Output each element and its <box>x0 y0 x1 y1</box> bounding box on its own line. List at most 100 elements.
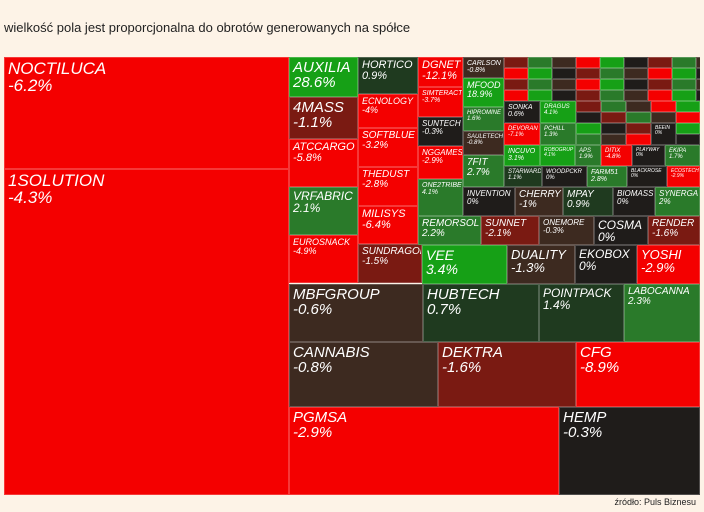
tile-change: 0% <box>636 152 644 158</box>
tile-ekipa: EKIPA 1.7% <box>665 145 700 166</box>
tile-mbfgroup: MBFGROUP -0.6% <box>289 284 423 342</box>
small-tile <box>576 68 600 79</box>
tile-label: DGNET <box>422 59 461 71</box>
tile-change: 2.1% <box>293 201 321 215</box>
source-note: źródło: Puls Biznesu <box>614 497 696 507</box>
small-tile <box>672 90 696 101</box>
small-tile <box>601 112 626 123</box>
tile-change: -7.1% <box>508 132 524 138</box>
tile-change: 1.4% <box>543 298 571 312</box>
small-tile <box>576 90 600 101</box>
tile-starward: STARWARD 1.1% <box>504 166 542 187</box>
tile-labocanna: LABOCANNA 2.3% <box>624 284 700 342</box>
tile-hipromine: HIPROMINE 1.6% <box>463 107 504 131</box>
small-tile <box>624 90 648 101</box>
small-tile <box>651 112 676 123</box>
tile-change: -1.6% <box>652 228 679 239</box>
tile-mpay: MPAY 0.9% <box>563 187 613 216</box>
tile-label: HEMP <box>563 409 607 426</box>
small-tile <box>576 101 601 112</box>
small-tile <box>672 79 696 90</box>
tile-label: DEVORAN <box>508 126 538 132</box>
treemap: NOCTILUCA -6.2% 1SOLUTION -4.3% AUXILIA 28.6%… <box>4 57 700 495</box>
tile-change: 0% <box>546 175 555 181</box>
tile-label: THEDUST <box>362 169 410 180</box>
tile-label: SYNERGA <box>659 189 699 198</box>
small-tile <box>624 79 648 90</box>
small-tile <box>576 57 600 68</box>
tile-dragus: DRAGUS 4.1% <box>540 101 576 123</box>
tile-pchill: PCHILL 1.3% <box>540 123 576 145</box>
tile-render: RENDER -1.6% <box>648 216 700 245</box>
tile-ekobox: EKOBOX 0% <box>575 245 637 284</box>
tile-change: 2% <box>659 197 671 206</box>
tile-change: 2.7% <box>467 167 490 178</box>
tile-dektra: DEKTRA -1.6% <box>438 342 576 407</box>
tile-change: 0% <box>467 197 479 206</box>
small-tile <box>626 112 651 123</box>
tile-change: -2.8% <box>362 179 389 190</box>
tile-label: BEEIN <box>655 125 671 131</box>
tile-label: MILISYS <box>362 208 406 220</box>
tile-label: HORTICO <box>362 59 413 71</box>
tile-change: -5.8% <box>293 152 322 164</box>
small-tile <box>576 123 601 134</box>
tile-change: 1.6% <box>467 116 481 122</box>
tile-label: EKOBOX <box>579 247 630 261</box>
tile-label: AUXILIA <box>293 59 351 76</box>
tile-change: 3.1% <box>508 155 524 162</box>
tile-change: 0% <box>598 230 616 244</box>
tile-label: COSMA <box>598 218 643 232</box>
tile-change: -2.9% <box>641 260 675 275</box>
tile-change: 28.6% <box>293 74 336 91</box>
small-tile <box>676 112 700 123</box>
tile-label: BIOMASS <box>617 189 654 198</box>
tile-change: 0% <box>579 259 597 273</box>
tile-label: EUROSNACK <box>293 237 351 247</box>
small-tile <box>648 90 672 101</box>
tile-label: 1SOLUTION <box>8 171 105 190</box>
tile-label: NGGAMES <box>422 148 463 157</box>
tile-label: RENDER <box>652 218 695 229</box>
small-tile <box>672 68 696 79</box>
tile-label: DEKTRA <box>442 344 503 361</box>
small-tile <box>600 68 624 79</box>
tile-change: -1.3% <box>511 260 545 275</box>
tile-change: 0% <box>655 130 663 136</box>
tile-7fit: 7FIT 2.7% <box>463 155 504 187</box>
tile-change: -0.8% <box>467 140 483 146</box>
tile-label: DUALITY <box>511 247 566 262</box>
small-tile <box>552 90 576 101</box>
tile-cfg: CFG -8.9% <box>576 342 700 407</box>
tile-simteract: SIMTERACT -3.7% <box>418 87 463 117</box>
tile-change: 2.8% <box>591 176 607 183</box>
tile-devoran: DEVORAN -7.1% <box>504 123 540 145</box>
tile-label: SIMTERACT <box>422 90 463 97</box>
tile-change: -8.9% <box>580 359 620 376</box>
tile-softblue: SOFTBLUE -3.2% <box>358 128 418 167</box>
tile-label: SONKA <box>508 104 533 111</box>
tile-change: -0.3% <box>543 226 564 235</box>
tile-pointpack: POINTPACK 1.4% <box>539 284 624 342</box>
tile-change: -1.1% <box>293 114 333 131</box>
tile-label: ECOSTECH <box>671 168 699 174</box>
tile-label: DITIX <box>605 148 621 154</box>
small-tile <box>696 68 700 79</box>
tile-label: CARLSON <box>467 60 501 67</box>
small-tile <box>600 79 624 90</box>
tile-label: ECNOLOGY <box>362 96 414 106</box>
tile-label: YOSHI <box>641 247 682 262</box>
tile-woodpckr: WOODPCKR 0% <box>542 166 587 187</box>
tile-change: 2.2% <box>422 228 445 239</box>
small-tile <box>626 123 651 134</box>
tile-sonka: SONKA 0.6% <box>504 101 540 123</box>
tile-label: VEE <box>426 247 455 263</box>
tile-pgmsa: PGMSA -2.9% <box>289 407 559 495</box>
tile-label: EKIPA <box>669 148 687 154</box>
small-tile <box>624 57 648 68</box>
tile-change: -0.3% <box>563 424 603 441</box>
small-tile <box>648 79 672 90</box>
tile-label: PLAYWAY <box>636 147 660 153</box>
tile-change: 4.1% <box>422 189 438 196</box>
tile-change: 1.9% <box>579 154 593 160</box>
